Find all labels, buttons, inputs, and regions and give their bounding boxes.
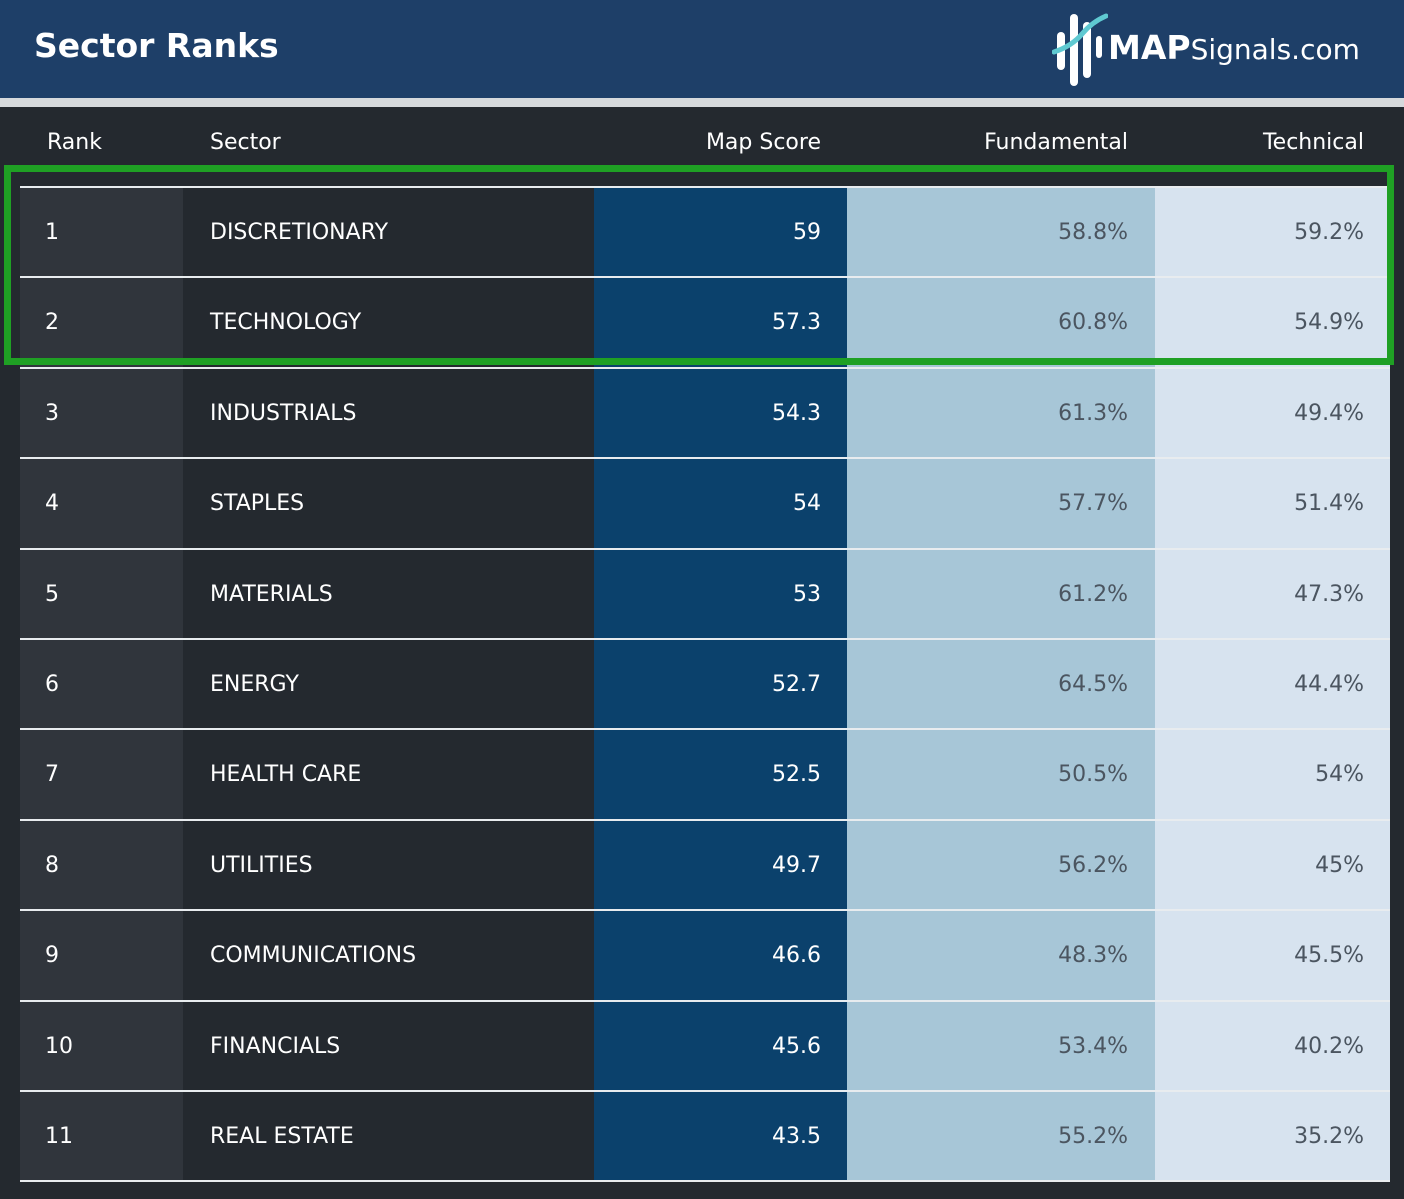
map-score-cell: 45.6 bbox=[594, 1002, 847, 1091]
mapsignals-logo: MAPSignals.com bbox=[1051, 8, 1392, 90]
table-row: 9 COMMUNICATIONS 46.6 48.3% 45.5% bbox=[20, 911, 1390, 1000]
sector-cell: COMMUNICATIONS bbox=[183, 911, 594, 1000]
technical-cell: 54% bbox=[1155, 730, 1390, 819]
rank-cell: 11 bbox=[20, 1092, 183, 1181]
table-row: 6 ENERGY 52.7 64.5% 44.4% bbox=[20, 640, 1390, 729]
table-row: 4 STAPLES 54 57.7% 51.4% bbox=[20, 459, 1390, 548]
fundamental-cell: 61.3% bbox=[847, 369, 1155, 458]
technical-cell: 59.2% bbox=[1155, 188, 1390, 277]
rank-cell: 6 bbox=[20, 640, 183, 729]
row-divider bbox=[20, 457, 1390, 459]
table-row: 7 HEALTH CARE 52.5 50.5% 54% bbox=[20, 730, 1390, 819]
map-score-cell: 52.5 bbox=[594, 730, 847, 819]
row-divider bbox=[20, 186, 1390, 188]
column-header-fundamental: Fundamental bbox=[984, 130, 1128, 155]
sector-cell: HEALTH CARE bbox=[183, 730, 594, 819]
row-divider bbox=[20, 1000, 1390, 1002]
map-score-cell: 54 bbox=[594, 459, 847, 548]
row-divider bbox=[20, 1090, 1390, 1092]
rank-cell: 7 bbox=[20, 730, 183, 819]
row-divider bbox=[20, 728, 1390, 730]
header-separator bbox=[0, 98, 1404, 107]
technical-cell: 44.4% bbox=[1155, 640, 1390, 729]
fundamental-cell: 57.7% bbox=[847, 459, 1155, 548]
sector-cell: INDUSTRIALS bbox=[183, 369, 594, 458]
fundamental-cell: 60.8% bbox=[847, 278, 1155, 367]
map-score-cell: 46.6 bbox=[594, 911, 847, 1000]
rank-cell: 1 bbox=[20, 188, 183, 277]
rank-cell: 4 bbox=[20, 459, 183, 548]
rank-cell: 9 bbox=[20, 911, 183, 1000]
map-score-cell: 49.7 bbox=[594, 821, 847, 910]
sector-cell: DISCRETIONARY bbox=[183, 188, 594, 277]
column-header-rank: Rank bbox=[47, 130, 102, 155]
table-row: 3 INDUSTRIALS 54.3 61.3% 49.4% bbox=[20, 369, 1390, 458]
fundamental-cell: 48.3% bbox=[847, 911, 1155, 1000]
page-title: Sector Ranks bbox=[34, 26, 279, 65]
fundamental-cell: 61.2% bbox=[847, 550, 1155, 639]
rank-cell: 2 bbox=[20, 278, 183, 367]
sector-cell: STAPLES bbox=[183, 459, 594, 548]
fundamental-cell: 58.8% bbox=[847, 188, 1155, 277]
technical-cell: 40.2% bbox=[1155, 1002, 1390, 1091]
map-score-cell: 43.5 bbox=[594, 1092, 847, 1181]
rank-cell: 3 bbox=[20, 369, 183, 458]
row-divider bbox=[20, 638, 1390, 640]
technical-cell: 49.4% bbox=[1155, 369, 1390, 458]
sector-cell: REAL ESTATE bbox=[183, 1092, 594, 1181]
table-row: 11 REAL ESTATE 43.5 55.2% 35.2% bbox=[20, 1092, 1390, 1181]
row-divider bbox=[20, 909, 1390, 911]
logo-text: MAPSignals.com bbox=[1108, 28, 1360, 74]
fundamental-cell: 64.5% bbox=[847, 640, 1155, 729]
map-score-cell: 59 bbox=[594, 188, 847, 277]
technical-cell: 45.5% bbox=[1155, 911, 1390, 1000]
row-divider bbox=[20, 1180, 1390, 1182]
sector-cell: UTILITIES bbox=[183, 821, 594, 910]
rank-cell: 8 bbox=[20, 821, 183, 910]
technical-cell: 51.4% bbox=[1155, 459, 1390, 548]
column-header-map-score: Map Score bbox=[705, 130, 821, 155]
sector-cell: FINANCIALS bbox=[183, 1002, 594, 1091]
map-score-cell: 54.3 bbox=[594, 369, 847, 458]
fundamental-cell: 53.4% bbox=[847, 1002, 1155, 1091]
logo-text-light: Signals.com bbox=[1190, 33, 1360, 66]
technical-cell: 35.2% bbox=[1155, 1092, 1390, 1181]
rank-cell: 5 bbox=[20, 550, 183, 639]
header-bar: Sector Ranks MAPSignals.com bbox=[0, 0, 1404, 98]
fundamental-cell: 50.5% bbox=[847, 730, 1155, 819]
table-row: 5 MATERIALS 53 61.2% 47.3% bbox=[20, 550, 1390, 639]
sector-cell: ENERGY bbox=[183, 640, 594, 729]
table-row: 10 FINANCIALS 45.6 53.4% 40.2% bbox=[20, 1002, 1390, 1091]
row-divider bbox=[20, 276, 1390, 278]
technical-cell: 45% bbox=[1155, 821, 1390, 910]
row-divider bbox=[20, 367, 1390, 369]
map-score-cell: 57.3 bbox=[594, 278, 847, 367]
column-header-sector: Sector bbox=[210, 130, 281, 155]
signal-bars-icon bbox=[1051, 13, 1109, 86]
table-row: 1 DISCRETIONARY 59 58.8% 59.2% bbox=[20, 188, 1390, 277]
map-score-cell: 53 bbox=[594, 550, 847, 639]
sector-cell: TECHNOLOGY bbox=[183, 278, 594, 367]
row-divider bbox=[20, 548, 1390, 550]
logo-text-bold: MAP bbox=[1108, 28, 1191, 67]
map-score-cell: 52.7 bbox=[594, 640, 847, 729]
table-row: 2 TECHNOLOGY 57.3 60.8% 54.9% bbox=[20, 278, 1390, 367]
column-header-technical: Technical bbox=[1262, 130, 1364, 155]
table-row: 8 UTILITIES 49.7 56.2% 45% bbox=[20, 821, 1390, 910]
row-divider bbox=[20, 819, 1390, 821]
fundamental-cell: 55.2% bbox=[847, 1092, 1155, 1181]
technical-cell: 47.3% bbox=[1155, 550, 1390, 639]
technical-cell: 54.9% bbox=[1155, 278, 1390, 367]
sector-cell: MATERIALS bbox=[183, 550, 594, 639]
rank-cell: 10 bbox=[20, 1002, 183, 1091]
fundamental-cell: 56.2% bbox=[847, 821, 1155, 910]
